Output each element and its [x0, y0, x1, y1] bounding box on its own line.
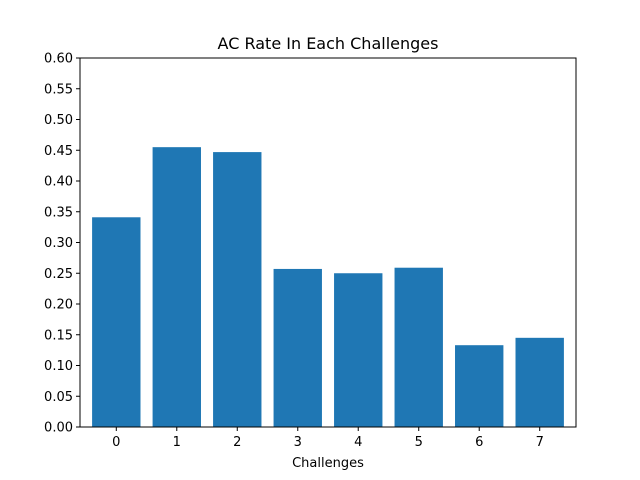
x-tick-label: 5: [415, 435, 423, 450]
bar-6: [455, 345, 504, 427]
x-tick-label: 7: [536, 435, 544, 450]
y-tick-label: 0.45: [44, 144, 73, 159]
bar-2: [213, 152, 262, 427]
bar-4: [334, 273, 383, 427]
bar-3: [273, 268, 322, 427]
bars-group: [92, 147, 564, 428]
y-tick-label: 0.25: [44, 267, 73, 282]
chart-title: AC Rate In Each Challenges: [218, 34, 439, 53]
x-tick-label: 6: [475, 435, 483, 450]
y-tick-label: 0.10: [44, 359, 73, 374]
x-tick-label: 0: [112, 435, 120, 450]
y-tick-label: 0.35: [44, 205, 73, 220]
y-tick-label: 0.60: [44, 52, 73, 67]
y-axis: 0.00 0.05 0.10 0.15 0.20 0.25 0.30 0.35 0.40 0.45…: [44, 52, 80, 436]
x-axis: 0 1 2 3 4 5 6 7: [112, 427, 544, 450]
bar-0: [92, 217, 141, 427]
x-tick-label: 2: [233, 435, 241, 450]
bar-1: [152, 147, 201, 428]
y-tick-label: 0.55: [44, 82, 73, 97]
bar-5: [394, 267, 443, 427]
x-tick-label: 3: [294, 435, 302, 450]
bar-7: [515, 337, 564, 427]
y-tick-label: 0.50: [44, 113, 73, 128]
x-axis-label: Challenges: [292, 456, 364, 471]
y-tick-label: 0.40: [44, 175, 73, 190]
x-tick-label: 4: [354, 435, 362, 450]
y-tick-label: 0.00: [44, 421, 73, 436]
y-tick-label: 0.05: [44, 390, 73, 405]
y-tick-label: 0.20: [44, 298, 73, 313]
plot-frame: [79, 57, 577, 428]
x-tick-label: 1: [173, 435, 181, 450]
y-tick-label: 0.30: [44, 236, 73, 251]
y-tick-label: 0.15: [44, 328, 73, 343]
